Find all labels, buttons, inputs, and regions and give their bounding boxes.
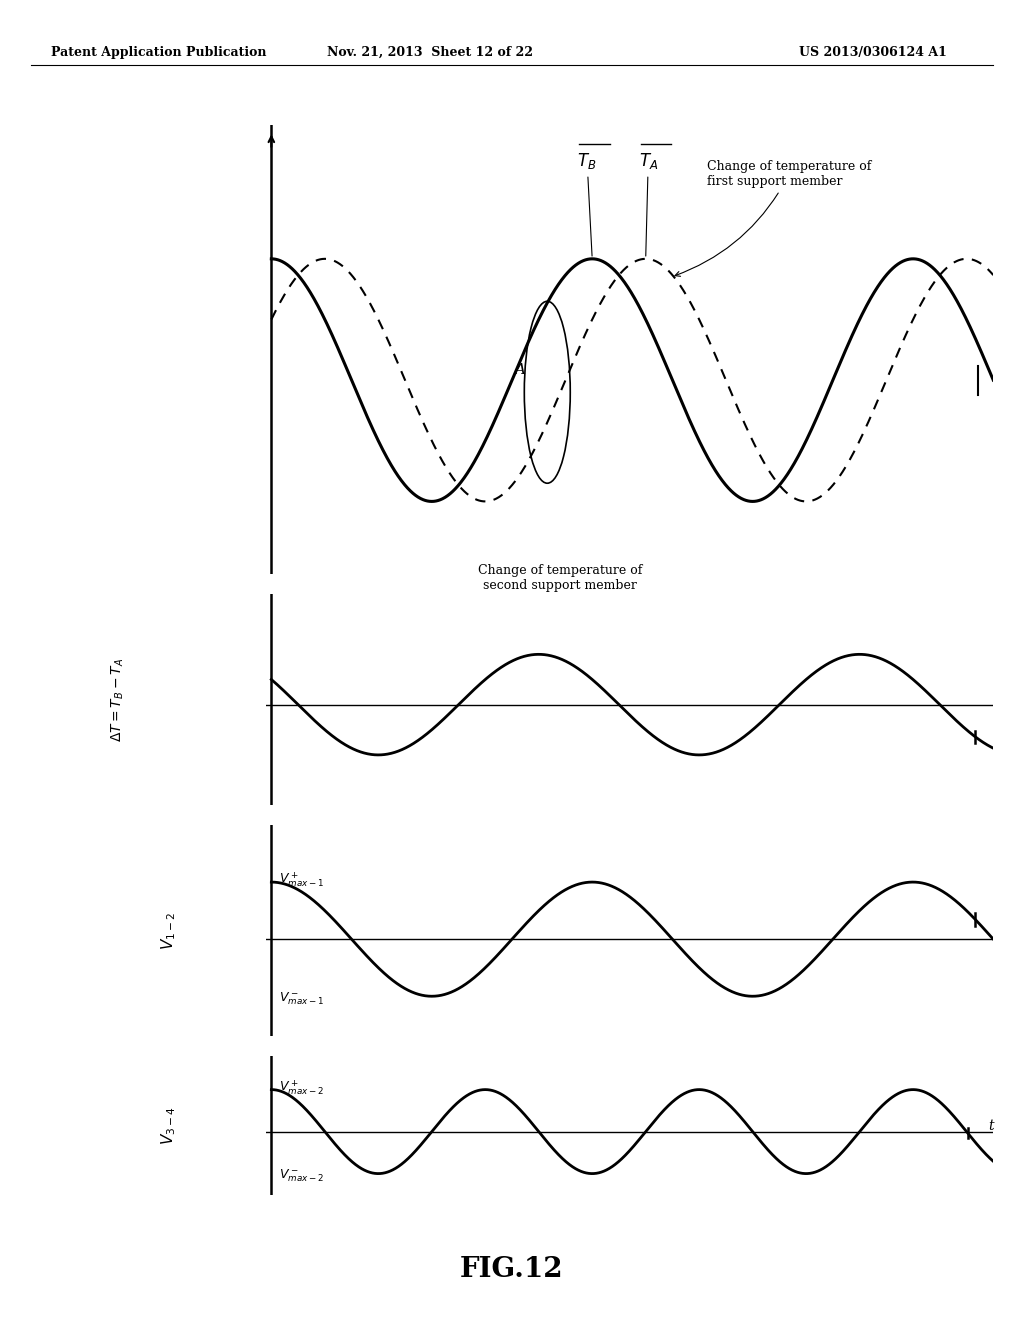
Text: $T_B$: $T_B$ bbox=[578, 152, 597, 256]
Text: $\Delta T=T_B-T_A$: $\Delta T=T_B-T_A$ bbox=[110, 657, 126, 742]
Text: $V_{1-2}$: $V_{1-2}$ bbox=[160, 912, 178, 949]
Text: FIG.12: FIG.12 bbox=[460, 1257, 564, 1283]
Text: US 2013/0306124 A1: US 2013/0306124 A1 bbox=[799, 46, 946, 59]
Text: A: A bbox=[514, 363, 525, 378]
Text: t: t bbox=[988, 1118, 994, 1133]
Text: Nov. 21, 2013  Sheet 12 of 22: Nov. 21, 2013 Sheet 12 of 22 bbox=[327, 46, 534, 59]
Text: $V^-_{max-2}$: $V^-_{max-2}$ bbox=[279, 1167, 324, 1184]
Text: Change of temperature of
second support member: Change of temperature of second support … bbox=[478, 565, 642, 593]
Text: $T_A$: $T_A$ bbox=[639, 152, 657, 256]
Text: $V^+_{max-2}$: $V^+_{max-2}$ bbox=[279, 1078, 324, 1097]
Text: $V^-_{max-1}$: $V^-_{max-1}$ bbox=[279, 991, 325, 1007]
Text: $V_{3-4}$: $V_{3-4}$ bbox=[160, 1106, 178, 1144]
Text: Change of temperature of
first support member: Change of temperature of first support m… bbox=[675, 160, 871, 276]
Text: $V^+_{max-1}$: $V^+_{max-1}$ bbox=[279, 870, 325, 888]
Text: Patent Application Publication: Patent Application Publication bbox=[51, 46, 266, 59]
